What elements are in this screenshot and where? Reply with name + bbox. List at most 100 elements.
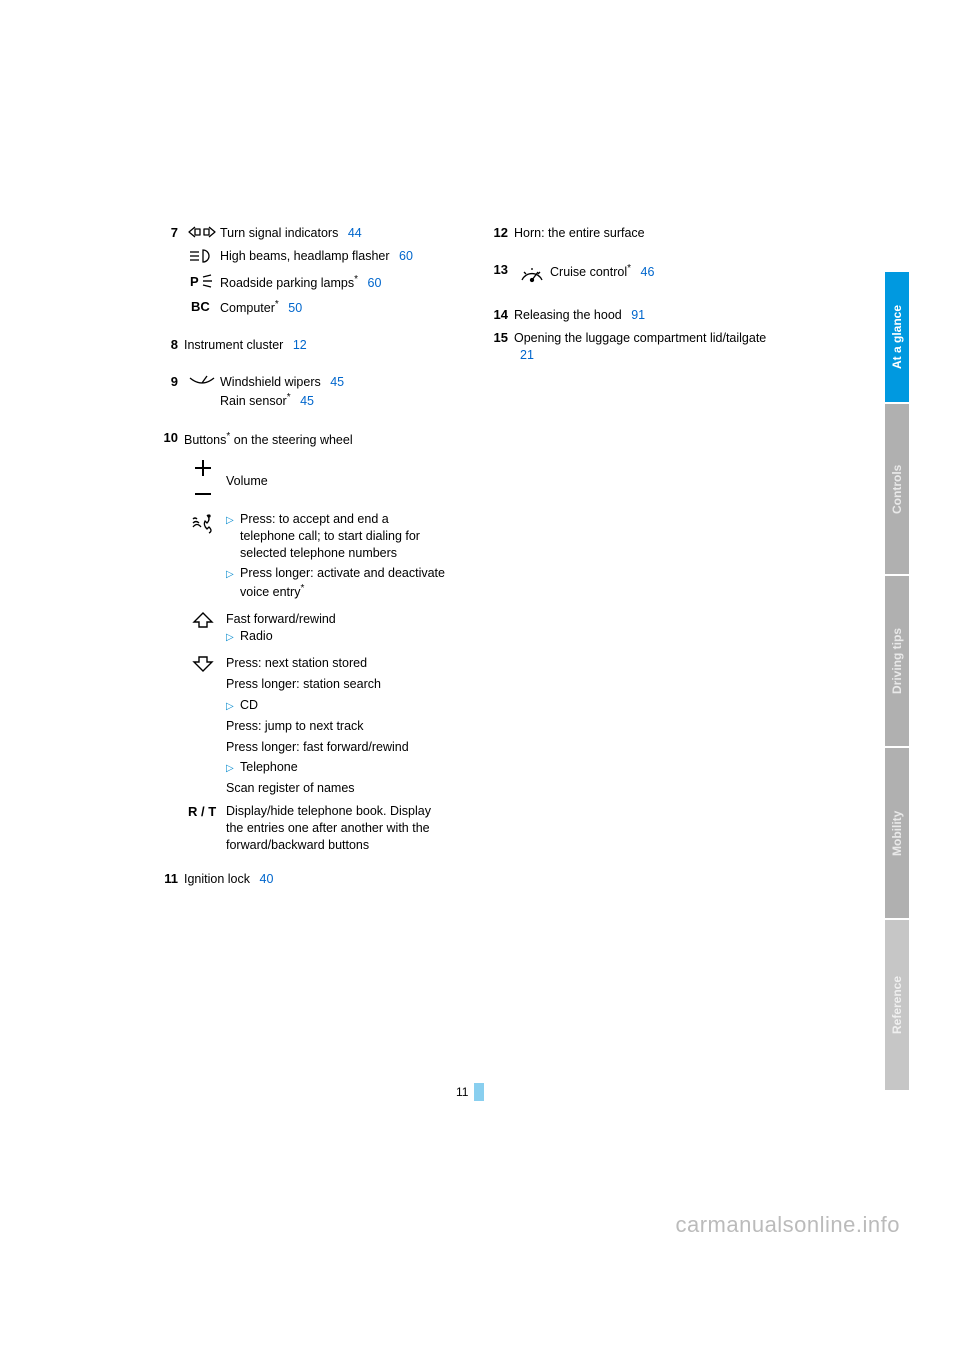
- radio-detail-row: Press: next station stored Press longer:…: [184, 652, 450, 800]
- item-number-14: 14: [490, 307, 514, 322]
- rain-star: *: [287, 392, 291, 403]
- item-13: 13 Cruise control* 46: [490, 262, 780, 287]
- radio-detail-cell: Press: next station stored Press longer:…: [222, 652, 450, 800]
- phone-long-text: Press longer: activate and deactivate vo…: [240, 565, 446, 601]
- tab-reference[interactable]: Reference: [885, 920, 909, 1090]
- telephone-scan-text: Scan register of names: [226, 780, 446, 797]
- cruise-control-text: Cruise control* 46: [550, 262, 780, 281]
- item-8: 8 Instrument cluster 12: [160, 337, 450, 354]
- item-number-12: 12: [490, 225, 514, 240]
- page-number-bar: [474, 1083, 484, 1101]
- cruise-control-star: *: [627, 263, 631, 274]
- svg-text:BC: BC: [191, 299, 210, 314]
- cruise-control-icon: [514, 262, 550, 287]
- high-beams-page-link[interactable]: 60: [399, 249, 413, 263]
- high-beams-text: High beams, headlamp flasher 60: [220, 248, 450, 265]
- item-number-11: 11: [160, 871, 184, 886]
- telephone-label: Telephone: [240, 759, 446, 776]
- cd-long-text: Press longer: fast forward/rewind: [226, 739, 446, 756]
- parking-lamps-icon: P: [184, 273, 220, 292]
- page-number-text: 11: [456, 1085, 468, 1099]
- wipers-icon: [184, 374, 220, 395]
- ffrw-cell: Fast forward/rewind ▷Radio: [222, 608, 450, 652]
- left-column: 7 Turn signal indicators 44 High beams, …: [160, 225, 450, 894]
- roadside-label: Roadside parking lamps: [220, 276, 354, 290]
- computer-label: Computer: [220, 301, 275, 315]
- high-beams-icon: [184, 248, 220, 267]
- radio-long-text: Press longer: station search: [226, 676, 446, 693]
- tab-mobility[interactable]: Mobility: [885, 748, 909, 918]
- item-7-turn-signal: 7 Turn signal indicators 44: [160, 225, 450, 242]
- svg-text:P: P: [190, 274, 199, 289]
- item-11: 11 Ignition lock 40: [160, 871, 450, 888]
- cruise-control-page-link[interactable]: 46: [641, 265, 655, 279]
- wipers-text: Windshield wipers 45 Rain sensor* 45: [220, 374, 450, 410]
- volume-label: Volume: [222, 455, 450, 508]
- ignition-lock-page-link[interactable]: 40: [260, 872, 274, 886]
- tab-at-a-glance[interactable]: At a glance: [885, 272, 909, 402]
- rt-text: Display/hide telephone book. Display the…: [222, 800, 450, 857]
- phone-voice-icon: [184, 508, 222, 609]
- ffrw-label: Fast forward/rewind: [226, 611, 446, 628]
- arrow-up-icon: [184, 608, 222, 652]
- item-12: 12 Horn: the entire surface: [490, 225, 780, 242]
- cruise-control-label: Cruise control: [550, 265, 627, 279]
- instrument-cluster-page-link[interactable]: 12: [293, 338, 307, 352]
- hood-label: Releasing the hood: [514, 308, 622, 322]
- cd-label: CD: [240, 697, 446, 714]
- buttons-heading: Buttons* on the steering wheel: [184, 430, 450, 449]
- roadside-star: *: [354, 274, 358, 285]
- item-number-9: 9: [160, 374, 184, 389]
- tab-driving-tips[interactable]: Driving tips: [885, 576, 909, 746]
- item-number-10: 10: [160, 430, 184, 445]
- hood-text: Releasing the hood 91: [514, 307, 780, 324]
- item-10-heading: 10 Buttons* on the steering wheel: [160, 430, 450, 449]
- page-content: 7 Turn signal indicators 44 High beams, …: [160, 225, 778, 894]
- cd-press-text: Press: jump to next track: [226, 718, 446, 735]
- turn-signal-text: Turn signal indicators 44: [220, 225, 450, 242]
- radio-label: Radio: [240, 628, 446, 645]
- turn-signal-page-link[interactable]: 44: [348, 226, 362, 240]
- radio-press-text: Press: next station stored: [226, 655, 446, 672]
- item-7-high-beams: High beams, headlamp flasher 60: [160, 248, 450, 267]
- tailgate-text: Opening the luggage compartment lid/tail…: [514, 330, 780, 364]
- rain-label: Rain sensor: [220, 394, 287, 408]
- phone-press-text: Press: to accept and end a telephone cal…: [240, 511, 446, 562]
- ignition-lock-text: Ignition lock 40: [184, 871, 450, 888]
- instrument-cluster-label: Instrument cluster: [184, 338, 283, 352]
- item-7-computer: BC Computer* 50: [160, 298, 450, 317]
- item-7-roadside-lamps: P Roadside parking lamps* 60: [160, 273, 450, 292]
- phone-cell: ▷Press: to accept and end a telephone ca…: [222, 508, 450, 609]
- phone-row: ▷Press: to accept and end a telephone ca…: [184, 508, 450, 609]
- turn-signal-icon: [184, 225, 220, 242]
- svg-text:R / T: R / T: [188, 804, 216, 819]
- wipers-page-link[interactable]: 45: [330, 375, 344, 389]
- computer-page-link[interactable]: 50: [288, 301, 302, 315]
- roadside-text: Roadside parking lamps* 60: [220, 273, 450, 292]
- horn-label: Horn: the entire surface: [514, 225, 780, 242]
- high-beams-label: High beams, headlamp flasher: [220, 249, 390, 263]
- item-14: 14 Releasing the hood 91: [490, 307, 780, 324]
- computer-text: Computer* 50: [220, 298, 450, 317]
- computer-icon: BC: [184, 298, 220, 317]
- wipers-label: Windshield wipers: [220, 375, 321, 389]
- instrument-cluster-text: Instrument cluster 12: [184, 337, 450, 354]
- volume-icon: [184, 455, 222, 508]
- tailgate-page-link[interactable]: 21: [520, 348, 534, 362]
- hood-page-link[interactable]: 91: [631, 308, 645, 322]
- watermark: carmanualsonline.info: [675, 1212, 900, 1238]
- rain-page-link[interactable]: 45: [300, 394, 314, 408]
- roadside-page-link[interactable]: 60: [368, 276, 382, 290]
- volume-row: Volume: [184, 455, 450, 508]
- tab-controls[interactable]: Controls: [885, 404, 909, 574]
- ignition-lock-label: Ignition lock: [184, 872, 250, 886]
- item-number-7: 7: [160, 225, 184, 240]
- rt-row: R / T Display/hide telephone book. Displ…: [184, 800, 450, 857]
- item-number-8: 8: [160, 337, 184, 352]
- computer-star: *: [275, 299, 279, 310]
- page-number: 11: [456, 1083, 484, 1101]
- steering-wheel-table: Volume ▷Press: to accept and end a telep…: [184, 455, 450, 857]
- ffrw-row: Fast forward/rewind ▷Radio: [184, 608, 450, 652]
- item-9: 9 Windshield wipers 45 Rain sensor* 45: [160, 374, 450, 410]
- item-number-13: 13: [490, 262, 514, 277]
